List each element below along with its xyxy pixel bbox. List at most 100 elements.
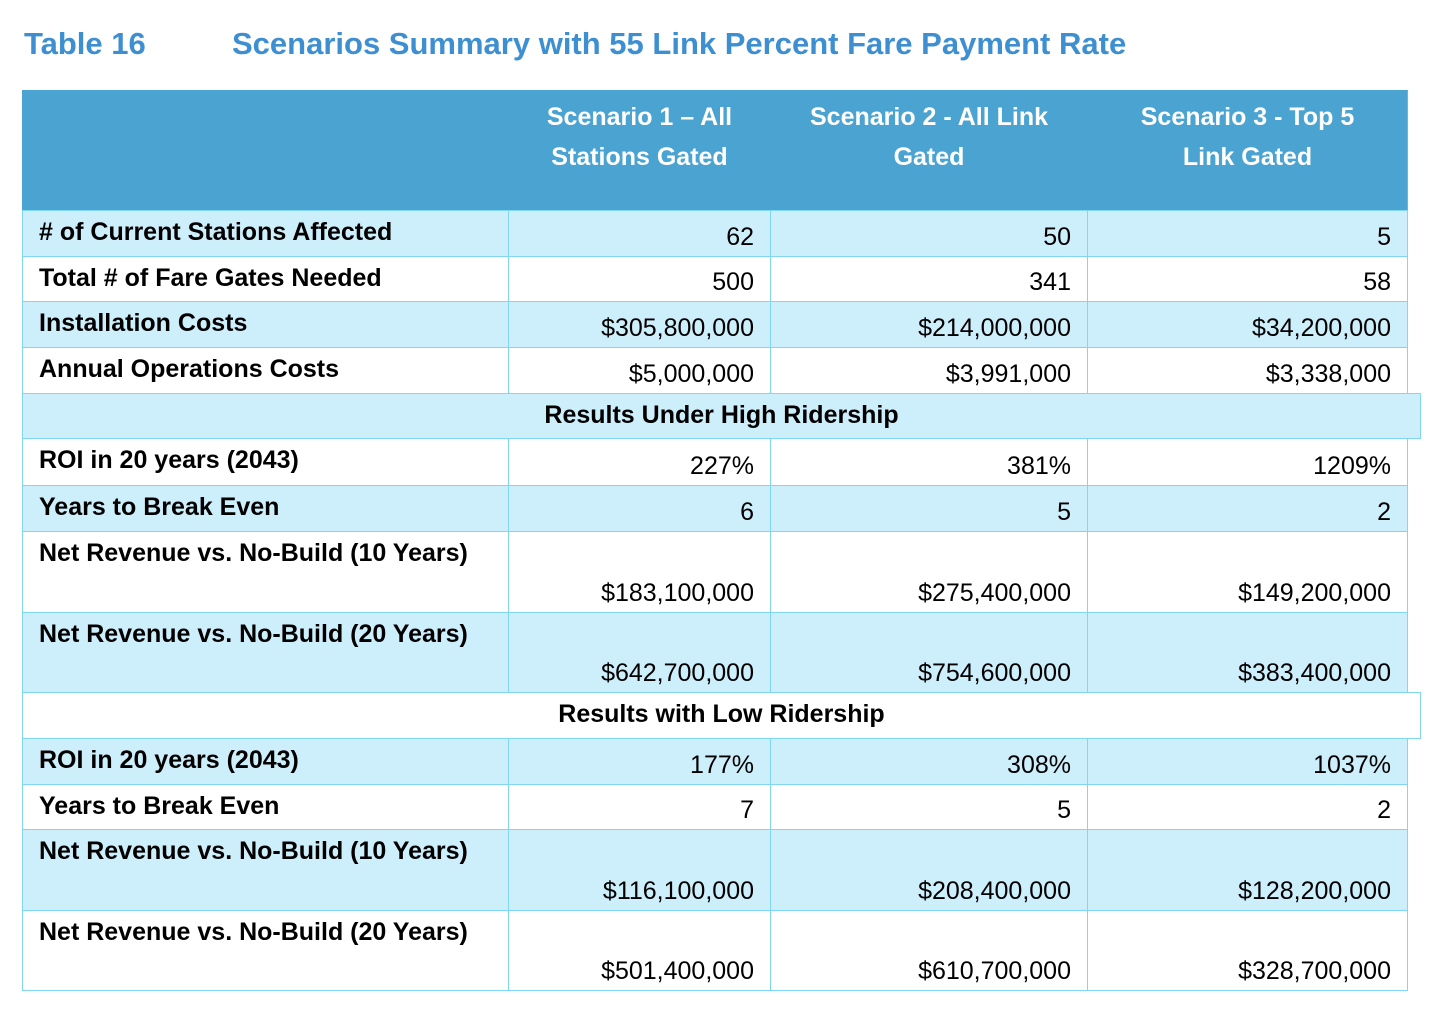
value-cell-text: 1209%	[1313, 452, 1391, 480]
column-header-scenario-2-text: Scenario 2 - All Link Gated	[809, 103, 1049, 171]
column-header-blank	[22, 90, 509, 211]
row-label-text: Net Revenue vs. No-Build (20 Years)	[39, 918, 468, 946]
row-label-text: Net Revenue vs. No-Build (20 Years)	[39, 620, 468, 648]
row-label-text: Total # of Fare Gates Needed	[39, 264, 382, 292]
value-cell-text: 308%	[1007, 751, 1071, 779]
value-cell-text: $642,700,000	[601, 659, 754, 687]
value-cell: $5,000,000	[508, 347, 771, 394]
value-cell-text: $183,100,000	[601, 579, 754, 607]
value-cell: $328,700,000	[1087, 910, 1408, 991]
column-header-scenario-2: Scenario 2 - All Link Gated	[770, 90, 1088, 211]
row-label: Net Revenue vs. No-Build (20 Years)	[22, 910, 509, 991]
value-cell: $183,100,000	[508, 531, 771, 613]
row-label: Years to Break Even	[22, 784, 509, 830]
section-header-text: Results with Low Ridership	[558, 700, 885, 728]
value-cell-text: $34,200,000	[1251, 314, 1391, 342]
value-cell-text: $383,400,000	[1238, 659, 1391, 687]
row-label: ROI in 20 years (2043)	[22, 438, 509, 486]
value-cell: $275,400,000	[770, 531, 1088, 613]
value-cell-text: $610,700,000	[918, 957, 1071, 985]
value-cell-text: 58	[1363, 268, 1391, 296]
row-label-text: ROI in 20 years (2043)	[39, 746, 299, 774]
value-cell-text: 381%	[1007, 452, 1071, 480]
row-label: Net Revenue vs. No-Build (10 Years)	[22, 829, 509, 911]
value-cell-text: 2	[1377, 796, 1391, 824]
value-cell-text: $501,400,000	[601, 957, 754, 985]
value-cell: 341	[770, 256, 1088, 302]
table-title: Scenarios Summary with 55 Link Percent F…	[232, 26, 1127, 61]
value-cell-text: 5	[1377, 223, 1391, 251]
column-header-scenario-3-text: Scenario 3 - Top 5 Link Gated	[1140, 103, 1355, 171]
value-cell: $305,800,000	[508, 301, 771, 348]
value-cell: $501,400,000	[508, 910, 771, 991]
row-label-text: ROI in 20 years (2043)	[39, 446, 299, 474]
value-cell: 62	[508, 210, 771, 257]
value-cell: 5	[1087, 210, 1408, 257]
value-cell: $610,700,000	[770, 910, 1088, 991]
value-cell-text: 2	[1377, 498, 1391, 526]
column-header-scenario-1: Scenario 1 – All Stations Gated	[508, 90, 771, 211]
value-cell: 6	[508, 485, 771, 532]
value-cell-text: 1037%	[1313, 751, 1391, 779]
value-cell-text: $116,100,000	[602, 877, 754, 905]
value-cell-text: $275,400,000	[918, 579, 1071, 607]
value-cell-text: $3,338,000	[1265, 360, 1391, 388]
value-cell: $116,100,000	[508, 829, 771, 911]
value-cell: $214,000,000	[770, 301, 1088, 348]
value-cell: $128,200,000	[1087, 829, 1408, 911]
row-label: Total # of Fare Gates Needed	[22, 256, 509, 302]
value-cell-text: $328,700,000	[1238, 957, 1391, 985]
value-cell: 177%	[508, 738, 771, 785]
value-cell: 50	[770, 210, 1088, 257]
value-cell: 5	[770, 485, 1088, 532]
value-cell: $149,200,000	[1087, 531, 1408, 613]
value-cell-text: $149,200,000	[1238, 579, 1391, 607]
value-cell-text: 6	[740, 498, 754, 526]
value-cell: 227%	[508, 438, 771, 486]
value-cell-text: $5,000,000	[628, 360, 754, 388]
value-cell: $383,400,000	[1087, 612, 1408, 693]
row-label-text: Net Revenue vs. No-Build (10 Years)	[39, 837, 468, 865]
table-number: Table 16	[24, 26, 146, 61]
value-cell: 381%	[770, 438, 1088, 486]
row-label: # of Current Stations Affected	[22, 210, 509, 257]
value-cell: 308%	[770, 738, 1088, 785]
column-header-scenario-3: Scenario 3 - Top 5 Link Gated	[1087, 90, 1408, 211]
value-cell-text: 500	[712, 268, 754, 296]
value-cell: 5	[770, 784, 1088, 830]
section-header-text: Results Under High Ridership	[544, 401, 899, 429]
row-label-text: # of Current Stations Affected	[39, 218, 393, 246]
value-cell-text: $208,400,000	[918, 877, 1071, 905]
value-cell: 58	[1087, 256, 1408, 302]
row-label-text: Net Revenue vs. No-Build (10 Years)	[39, 539, 468, 567]
column-header-scenario-1-text: Scenario 1 – All Stations Gated	[546, 103, 733, 171]
value-cell-text: 341	[1029, 268, 1071, 296]
value-cell-text: 5	[1057, 796, 1071, 824]
value-cell: $34,200,000	[1087, 301, 1408, 348]
section-header: Results Under High Ridership	[22, 393, 1421, 439]
row-label-text: Installation Costs	[39, 309, 248, 337]
value-cell: $3,991,000	[770, 347, 1088, 394]
row-label: ROI in 20 years (2043)	[22, 738, 509, 785]
value-cell: $3,338,000	[1087, 347, 1408, 394]
value-cell-text: 5	[1057, 498, 1071, 526]
value-cell-text: $128,200,000	[1238, 877, 1391, 905]
row-label-text: Years to Break Even	[39, 792, 280, 820]
value-cell-text: 227%	[690, 452, 754, 480]
value-cell-text: $754,600,000	[918, 659, 1071, 687]
row-label-text: Annual Operations Costs	[39, 355, 340, 383]
value-cell-text: 7	[740, 796, 754, 824]
value-cell-text: 62	[726, 223, 754, 251]
row-label: Installation Costs	[22, 301, 509, 348]
value-cell: 2	[1087, 485, 1408, 532]
row-label-text: Years to Break Even	[39, 493, 280, 521]
value-cell-text: $3,991,000	[945, 360, 1071, 388]
value-cell-text: $305,800,000	[601, 314, 754, 342]
value-cell: 500	[508, 256, 771, 302]
value-cell: 1209%	[1087, 438, 1408, 486]
value-cell: 7	[508, 784, 771, 830]
value-cell: 2	[1087, 784, 1408, 830]
value-cell-text: 177%	[690, 751, 754, 779]
value-cell: 1037%	[1087, 738, 1408, 785]
value-cell: $642,700,000	[508, 612, 771, 693]
